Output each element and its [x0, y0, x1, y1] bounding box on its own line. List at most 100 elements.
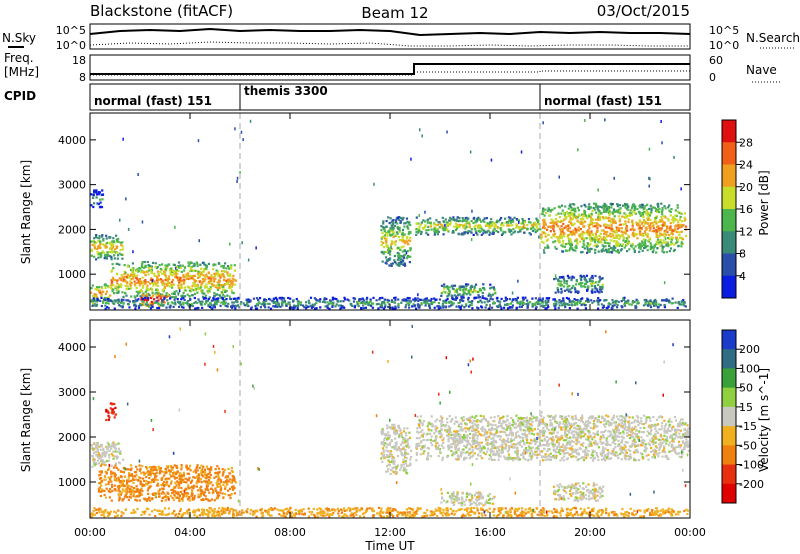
data-cell	[396, 226, 399, 229]
data-cell	[217, 284, 220, 287]
data-cell	[568, 299, 571, 302]
data-cell	[152, 284, 155, 287]
data-cell	[181, 264, 184, 267]
data-cell	[559, 228, 562, 231]
data-cell	[481, 296, 484, 299]
data-cell	[115, 251, 118, 254]
data-cell	[160, 470, 163, 473]
data-cell	[496, 219, 499, 222]
data-cell	[448, 301, 451, 304]
data-cell	[616, 205, 619, 208]
data-cell	[433, 226, 436, 229]
data-cell	[644, 205, 647, 208]
data-cell	[403, 242, 406, 245]
data-cell	[623, 237, 626, 240]
data-cell	[240, 301, 243, 304]
data-cell	[271, 300, 274, 303]
data-cell	[547, 246, 550, 249]
data-cell	[560, 212, 563, 215]
data-cell	[579, 281, 582, 284]
data-cell	[648, 229, 651, 232]
data-cell	[382, 301, 385, 304]
data-cell	[356, 301, 359, 304]
data-cell	[272, 299, 275, 302]
data-cell	[597, 240, 600, 243]
data-cell	[523, 224, 526, 227]
data-cell	[630, 245, 633, 248]
data-cell	[146, 270, 149, 273]
data-cell	[408, 300, 411, 303]
data-cell	[402, 259, 405, 262]
data-cell	[132, 250, 134, 254]
data-cell	[104, 292, 107, 296]
data-cell	[599, 288, 602, 291]
data-cell	[495, 221, 498, 224]
data-cell	[492, 286, 495, 289]
data-cell	[544, 222, 547, 225]
data-cell	[163, 286, 166, 289]
data-cell	[569, 243, 572, 247]
data-cell	[600, 249, 603, 252]
data-cell	[666, 231, 669, 234]
data-cell	[126, 483, 129, 486]
data-cell	[93, 507, 96, 510]
data-cell	[398, 216, 401, 219]
data-cell	[563, 301, 566, 304]
data-cell	[182, 494, 185, 497]
data-cell	[150, 265, 153, 268]
data-cell	[634, 306, 637, 309]
data-cell	[229, 273, 232, 276]
data-cell	[119, 305, 122, 308]
data-cell	[172, 295, 175, 299]
data-cell	[508, 224, 511, 227]
data-cell	[496, 296, 499, 299]
data-cell	[390, 227, 393, 230]
data-cell	[633, 250, 636, 254]
data-cell	[557, 279, 560, 282]
data-cell	[469, 230, 472, 233]
data-cell	[224, 270, 227, 273]
data-cell	[263, 304, 266, 307]
data-cell	[93, 237, 96, 240]
data-cell	[659, 220, 662, 223]
data-cell	[159, 467, 162, 470]
data-cell	[681, 237, 685, 241]
data-cell	[99, 299, 102, 302]
data-cell	[451, 303, 454, 306]
data-cell	[93, 293, 96, 296]
data-cell	[216, 281, 219, 284]
data-cell	[156, 270, 160, 273]
data-cell	[571, 212, 574, 215]
data-cell	[207, 478, 211, 481]
data-cell	[552, 233, 555, 236]
data-cell	[605, 235, 608, 238]
data-cell	[544, 299, 547, 303]
data-cell	[403, 222, 406, 225]
data-cell	[476, 306, 479, 309]
data-cell	[144, 281, 147, 284]
data-cell	[268, 302, 271, 305]
data-cell	[135, 490, 138, 493]
data-cell	[455, 290, 458, 293]
data-cell	[145, 466, 148, 469]
data-cell	[476, 291, 480, 294]
data-cell	[126, 285, 129, 288]
data-cell	[233, 487, 236, 490]
data-cell	[617, 215, 620, 218]
data-cell	[136, 274, 139, 277]
data-cell	[644, 221, 647, 224]
data-cell	[106, 448, 109, 451]
data-cell	[200, 481, 203, 484]
data-cell	[168, 278, 171, 281]
data-cell	[441, 216, 444, 219]
data-cell	[507, 303, 510, 306]
data-cell	[406, 296, 409, 300]
data-cell	[209, 276, 212, 279]
data-cell	[607, 302, 610, 305]
data-cell	[445, 301, 448, 304]
data-cell	[549, 210, 552, 213]
data-cell	[105, 471, 108, 474]
data-cell	[424, 210, 426, 214]
data-cell	[213, 280, 216, 283]
data-cell	[105, 451, 108, 454]
